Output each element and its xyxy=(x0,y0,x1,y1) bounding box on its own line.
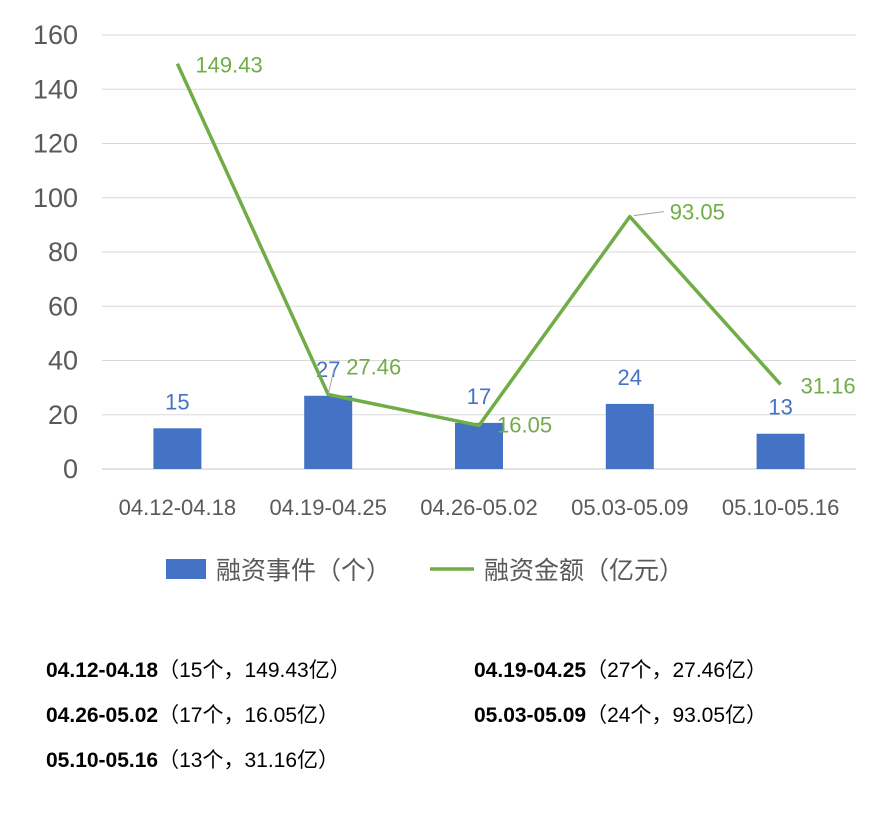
bar xyxy=(605,403,654,469)
y-tick-label: 140 xyxy=(33,74,78,104)
legend: 融资事件（个） 融资金额（亿元） xyxy=(166,557,684,585)
summary-period: 04.26-05.02 xyxy=(46,704,159,727)
bar-data-label: 17 xyxy=(467,384,491,409)
legend-label: 融资金额（亿元） xyxy=(484,557,684,585)
x-tick-label: 04.26-05.02 xyxy=(420,495,537,520)
line-data-label: 27.46 xyxy=(346,355,401,380)
y-tick-label: 100 xyxy=(33,183,78,213)
summary-detail: （15个，149.43亿） xyxy=(158,659,351,682)
leader-line xyxy=(633,211,664,217)
summary-detail: （27个，27.46亿） xyxy=(586,659,768,682)
y-tick-label: 120 xyxy=(33,129,78,159)
summary-period: 05.10-05.16 xyxy=(46,749,159,772)
summary-period: 04.19-04.25 xyxy=(474,659,587,682)
y-tick-label: 20 xyxy=(48,400,78,430)
line-data-label: 31.16 xyxy=(801,373,856,398)
line-data-label: 149.43 xyxy=(195,53,262,78)
legend-label: 融资事件（个） xyxy=(216,557,391,585)
line-series: 149.43 27.46 16.05 93.05 31.16 xyxy=(175,53,856,437)
x-axis: 04.12-04.18 04.19-04.25 04.26-05.02 05.03-0… xyxy=(119,495,840,520)
y-axis: 0 20 40 60 80 100 120 140 160 xyxy=(33,20,78,484)
summary-detail: （17个，16.05亿） xyxy=(158,704,340,727)
x-tick-label: 04.12-04.18 xyxy=(119,495,236,520)
series-line xyxy=(175,62,782,428)
summary-item: 05.03-05.09（24个，93.05亿） xyxy=(474,699,767,729)
x-tick-label: 05.03-05.09 xyxy=(571,495,688,520)
summary-detail: （24个，93.05亿） xyxy=(586,704,768,727)
x-tick-label: 05.10-05.16 xyxy=(722,495,839,520)
line-data-label: 93.05 xyxy=(670,200,725,225)
bar xyxy=(304,395,353,469)
y-tick-label: 0 xyxy=(63,454,78,484)
bar xyxy=(756,433,805,469)
bar-data-label: 15 xyxy=(165,389,189,414)
summary-period: 05.03-05.09 xyxy=(474,704,587,727)
y-tick-label: 40 xyxy=(48,346,78,376)
summary-detail: （13个，31.16亿） xyxy=(158,749,340,772)
bar-data-label: 24 xyxy=(618,365,642,390)
bar-data-label: 13 xyxy=(768,395,792,420)
x-tick-label: 04.19-04.25 xyxy=(269,495,386,520)
legend-swatch-bar xyxy=(166,559,206,579)
y-tick-label: 160 xyxy=(33,20,78,50)
leader-line xyxy=(327,368,335,395)
summary-item: 05.10-05.16（13个，31.16亿） xyxy=(46,744,339,774)
bar xyxy=(153,428,202,469)
summary-item: 04.12-04.18（15个，149.43亿） xyxy=(46,654,351,684)
y-tick-label: 80 xyxy=(48,237,78,267)
summary-item: 04.26-05.02（17个，16.05亿） xyxy=(46,699,339,729)
y-tick-label: 60 xyxy=(48,291,78,321)
summary-item: 04.19-04.25（27个，27.46亿） xyxy=(474,654,767,684)
bar xyxy=(455,422,503,469)
line-data-label: 16.05 xyxy=(497,412,552,437)
summary-period: 04.12-04.18 xyxy=(46,659,159,682)
